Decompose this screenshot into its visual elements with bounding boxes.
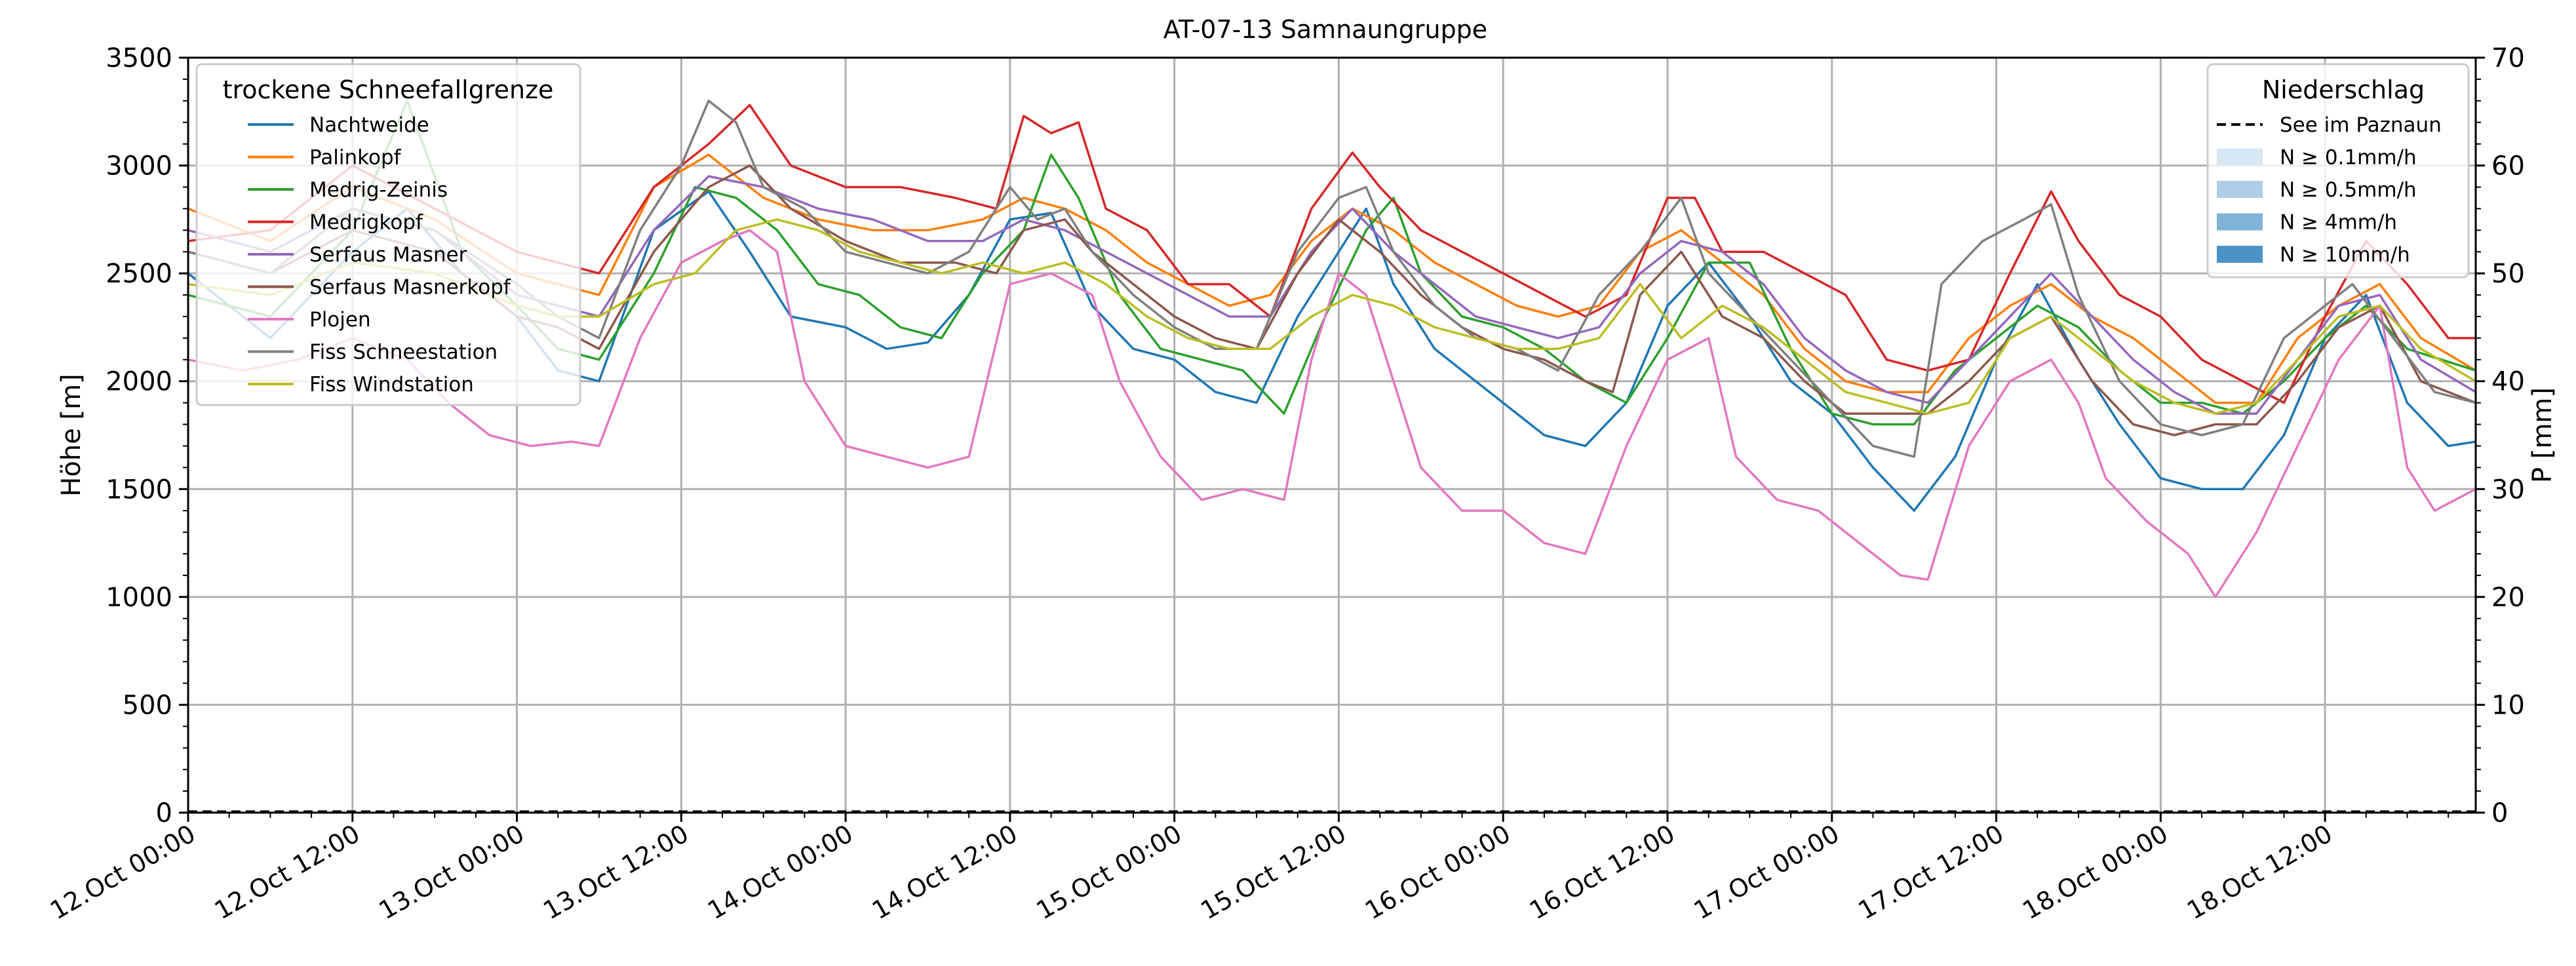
y-tick-label: 0 bbox=[156, 798, 172, 828]
legend-precipitation-title: Niederschlag bbox=[2262, 75, 2425, 104]
plot-frame bbox=[187, 56, 2477, 814]
legend-swatch bbox=[2217, 181, 2263, 198]
legend-entry-label: Nachtweide bbox=[309, 113, 429, 137]
y2-tick-label: 10 bbox=[2491, 690, 2525, 720]
y-axis-label: Höhe [m] bbox=[56, 374, 87, 496]
y2-tick-label: 40 bbox=[2491, 367, 2525, 397]
series-line-fiss-windstation bbox=[187, 218, 2476, 415]
legend-swatch bbox=[2217, 213, 2263, 231]
legend-stations-entries: Nachtweide Palinkopf Medrig-Zeinis Medrigko… bbox=[248, 113, 511, 396]
legend-precipitation: Niederschlag See im Paznaun N ≥ 0.1mm/h N … bbox=[2206, 63, 2470, 279]
series-line-plojen bbox=[187, 229, 2476, 598]
y-tick-label: 3500 bbox=[106, 43, 172, 73]
y2-tick-label: 20 bbox=[2491, 583, 2525, 613]
legend-entry-label: N ≥ 10mm/h bbox=[2280, 243, 2410, 267]
legend-entry-label: Medrigkopf bbox=[309, 211, 423, 235]
series-line-palinkopf bbox=[187, 153, 2476, 404]
y2-tick-label: 60 bbox=[2491, 151, 2525, 182]
y2-tick-label: 70 bbox=[2491, 43, 2525, 73]
y2-tick-label: 50 bbox=[2491, 259, 2525, 289]
legend-stations-title: trockene Schneefallgrenze bbox=[223, 75, 554, 104]
series-line-medrigkopf bbox=[187, 104, 2476, 404]
legend-entry-label: See im Paznaun bbox=[2280, 113, 2442, 137]
legend-entry-label: Serfaus Masnerkopf bbox=[309, 276, 511, 299]
legend-entry-label: Fiss Schneestation bbox=[309, 341, 498, 364]
chart-title: AT-07-13 Samnaungruppe bbox=[1163, 15, 1487, 44]
series-line-medrig-zeinis bbox=[187, 100, 2476, 426]
legend-entry-label: Plojen bbox=[309, 308, 371, 332]
y-tick-label: 2000 bbox=[106, 367, 172, 397]
legend-swatch bbox=[2217, 148, 2263, 166]
legend-entry-label: Palinkopf bbox=[309, 146, 402, 170]
series-line-fiss-schneestation bbox=[187, 100, 2476, 458]
legend-precipitation-box bbox=[2206, 63, 2470, 279]
y-tick-label: 2500 bbox=[106, 259, 172, 289]
legend-entry-label: N ≥ 0.5mm/h bbox=[2280, 178, 2417, 202]
y-tick-label: 3000 bbox=[106, 151, 172, 182]
y2-axis-label: P [mm] bbox=[2527, 387, 2558, 483]
y-tick-label: 1000 bbox=[106, 583, 172, 613]
legend-entry-label: N ≥ 0.1mm/h bbox=[2280, 146, 2417, 170]
legend-entry-label: Medrig-Zeinis bbox=[309, 178, 448, 202]
legend-stations: trockene Schneefallgrenze Nachtweide Pali… bbox=[195, 63, 581, 406]
y-tick-label: 500 bbox=[123, 690, 172, 720]
legend-precipitation-entries: See im Paznaun N ≥ 0.1mm/h N ≥ 0.5mm/h N ≥ … bbox=[2217, 113, 2442, 267]
legend-entry-label: Fiss Windstation bbox=[309, 373, 474, 396]
series-line-serfaus-masner bbox=[187, 175, 2476, 415]
legend-entry-label: N ≥ 4mm/h bbox=[2280, 211, 2397, 235]
y2-tick-label: 0 bbox=[2491, 798, 2508, 828]
y-tick-label: 1500 bbox=[106, 474, 172, 505]
legend-swatch bbox=[2217, 246, 2263, 263]
y2-tick-label: 30 bbox=[2491, 474, 2525, 505]
legend-entry-label: Serfaus Masner bbox=[309, 243, 467, 267]
series-lines bbox=[187, 100, 2476, 598]
